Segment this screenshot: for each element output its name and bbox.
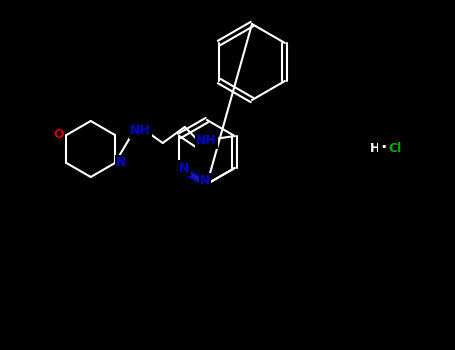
Text: N: N <box>116 156 126 169</box>
Text: ·: · <box>380 139 386 157</box>
Text: NH: NH <box>197 134 217 147</box>
Text: H: H <box>370 141 380 154</box>
Text: O: O <box>53 128 64 141</box>
Text: N: N <box>179 161 189 175</box>
Text: N: N <box>200 175 210 188</box>
Text: NH: NH <box>130 125 151 138</box>
Text: Cl: Cl <box>388 141 401 154</box>
